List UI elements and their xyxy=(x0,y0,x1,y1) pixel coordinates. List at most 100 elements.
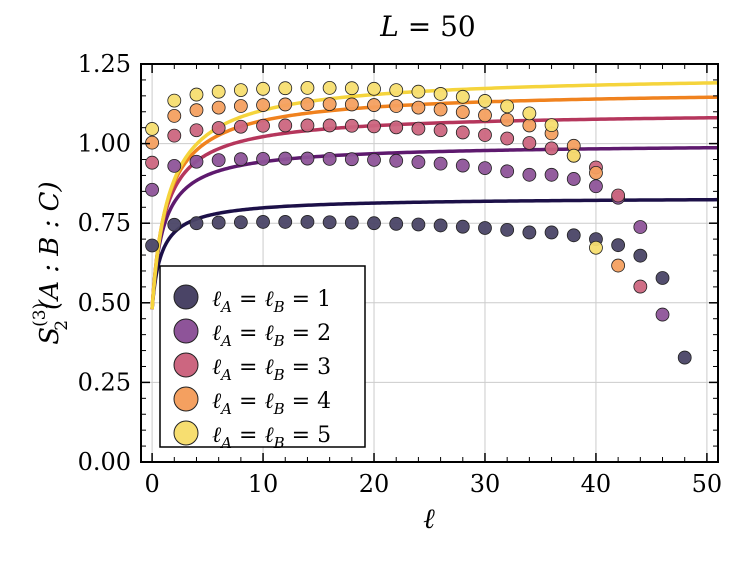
marker-series-2 xyxy=(189,154,204,169)
marker-series-3 xyxy=(322,118,337,133)
marker-series-2 xyxy=(344,152,359,167)
x-tick-label: 50 xyxy=(692,470,723,498)
marker-series-3 xyxy=(389,120,404,135)
marker-series-3 xyxy=(256,118,270,133)
marker-series-2 xyxy=(367,152,381,167)
marker-series-5 xyxy=(478,94,492,108)
curve-series-1 xyxy=(150,197,719,310)
axis-ticks: 0 10 20 30 40 50 0.00 0.25 0.50 0.75 1.00 1.25 xyxy=(78,50,723,498)
marker-series-5 xyxy=(367,81,381,96)
marker-series-3 xyxy=(544,141,559,156)
marker-series-2 xyxy=(633,220,648,234)
marker-series-2 xyxy=(145,182,159,197)
marker-series-1 xyxy=(145,238,159,253)
marker-series-2 xyxy=(522,167,537,182)
marker-series-5 xyxy=(589,240,603,255)
marker-series-2 xyxy=(455,158,470,173)
marker-series-3 xyxy=(611,188,626,203)
marker-series-4 xyxy=(389,99,404,113)
legend-marker xyxy=(173,420,199,446)
marker-series-2 xyxy=(389,153,404,168)
marker-series-5 xyxy=(389,83,404,98)
x-axis-label: ℓ xyxy=(423,502,435,535)
marker-series-3 xyxy=(167,128,182,143)
marker-series-2 xyxy=(655,307,670,322)
marker-series-2 xyxy=(500,164,515,179)
legend-label: ℓA = ℓB = 5 xyxy=(212,423,331,452)
marker-series-1 xyxy=(611,238,626,253)
marker-series-3 xyxy=(300,118,315,133)
marker-series-3 xyxy=(433,123,448,138)
y-tick-label: 0.25 xyxy=(78,368,131,396)
marker-series-5 xyxy=(145,122,159,136)
marker-series-2 xyxy=(566,172,581,186)
marker-series-3 xyxy=(367,119,381,134)
marker-series-5 xyxy=(433,87,448,101)
marker-series-1 xyxy=(256,215,270,229)
marker-series-5 xyxy=(500,99,515,114)
marker-series-4 xyxy=(433,102,448,117)
marker-series-3 xyxy=(145,155,159,170)
marker-series-1 xyxy=(633,248,648,263)
marker-series-2 xyxy=(544,167,559,182)
marker-series-2 xyxy=(478,161,492,176)
marker-series-1 xyxy=(389,216,404,231)
marker-series-2 xyxy=(322,151,337,166)
marker-series-3 xyxy=(344,118,359,133)
marker-series-2 xyxy=(589,179,603,194)
marker-series-4 xyxy=(300,97,315,112)
marker-series-2 xyxy=(256,151,270,166)
marker-series-4 xyxy=(589,165,603,180)
x-tick-label: 0 xyxy=(144,470,159,498)
y-tick-label: 1.00 xyxy=(78,130,131,158)
legend: ℓA = ℓB = 1 ℓA = ℓB = 2 ℓA = ℓB = 3 ℓA = ℓB… xyxy=(159,265,366,452)
marker-series-4 xyxy=(189,103,204,118)
marker-series-1 xyxy=(367,216,381,231)
y-tick-label: 1.25 xyxy=(78,50,131,78)
marker-series-3 xyxy=(211,121,226,135)
marker-series-5 xyxy=(411,84,426,99)
curve-series-5 xyxy=(150,81,719,310)
marker-series-1 xyxy=(189,216,204,231)
marker-series-5 xyxy=(322,80,337,95)
marker-series-5 xyxy=(300,80,315,95)
marker-series-1 xyxy=(677,350,692,365)
marker-series-3 xyxy=(478,128,492,142)
plot-area-frame xyxy=(140,63,719,463)
marker-series-5 xyxy=(455,89,470,104)
x-tick-label: 40 xyxy=(581,470,612,498)
marker-series-5 xyxy=(211,84,226,99)
marker-series-2 xyxy=(167,158,182,173)
marker-series-3 xyxy=(455,125,470,140)
marker-series-5 xyxy=(167,93,182,108)
marker-series-4 xyxy=(411,100,426,115)
x-tick-label: 10 xyxy=(248,470,279,498)
marker-series-1 xyxy=(455,219,470,234)
marker-series-5 xyxy=(233,83,248,98)
marker-series-4 xyxy=(278,97,293,112)
legend-label: ℓA = ℓB = 1 xyxy=(212,287,331,316)
marker-series-4 xyxy=(367,98,381,112)
marker-series-4 xyxy=(478,108,492,123)
marker-series-3 xyxy=(278,118,293,133)
marker-series-5 xyxy=(189,87,204,102)
chart-title: L = 50 xyxy=(379,10,475,43)
legend-marker xyxy=(173,352,199,378)
marker-series-3 xyxy=(233,119,248,134)
marker-series-2 xyxy=(433,156,448,171)
marker-series-3 xyxy=(189,123,204,138)
legend-marker xyxy=(173,318,199,344)
marker-series-1 xyxy=(233,215,248,230)
marker-series-1 xyxy=(522,225,537,240)
marker-series-4 xyxy=(322,97,337,112)
y-tick-label: 0.50 xyxy=(78,289,131,317)
marker-series-3 xyxy=(522,136,537,150)
y-tick-label: 0.75 xyxy=(78,209,131,237)
marker-series-1 xyxy=(211,215,226,230)
marker-series-1 xyxy=(300,215,315,229)
marker-series-5 xyxy=(256,81,270,96)
marker-series-1 xyxy=(433,218,448,233)
svg-text:S(3)2(A : B : C): S(3) 2(A : B : C) xyxy=(30,181,72,344)
y-tick-label: 0.00 xyxy=(78,448,131,476)
